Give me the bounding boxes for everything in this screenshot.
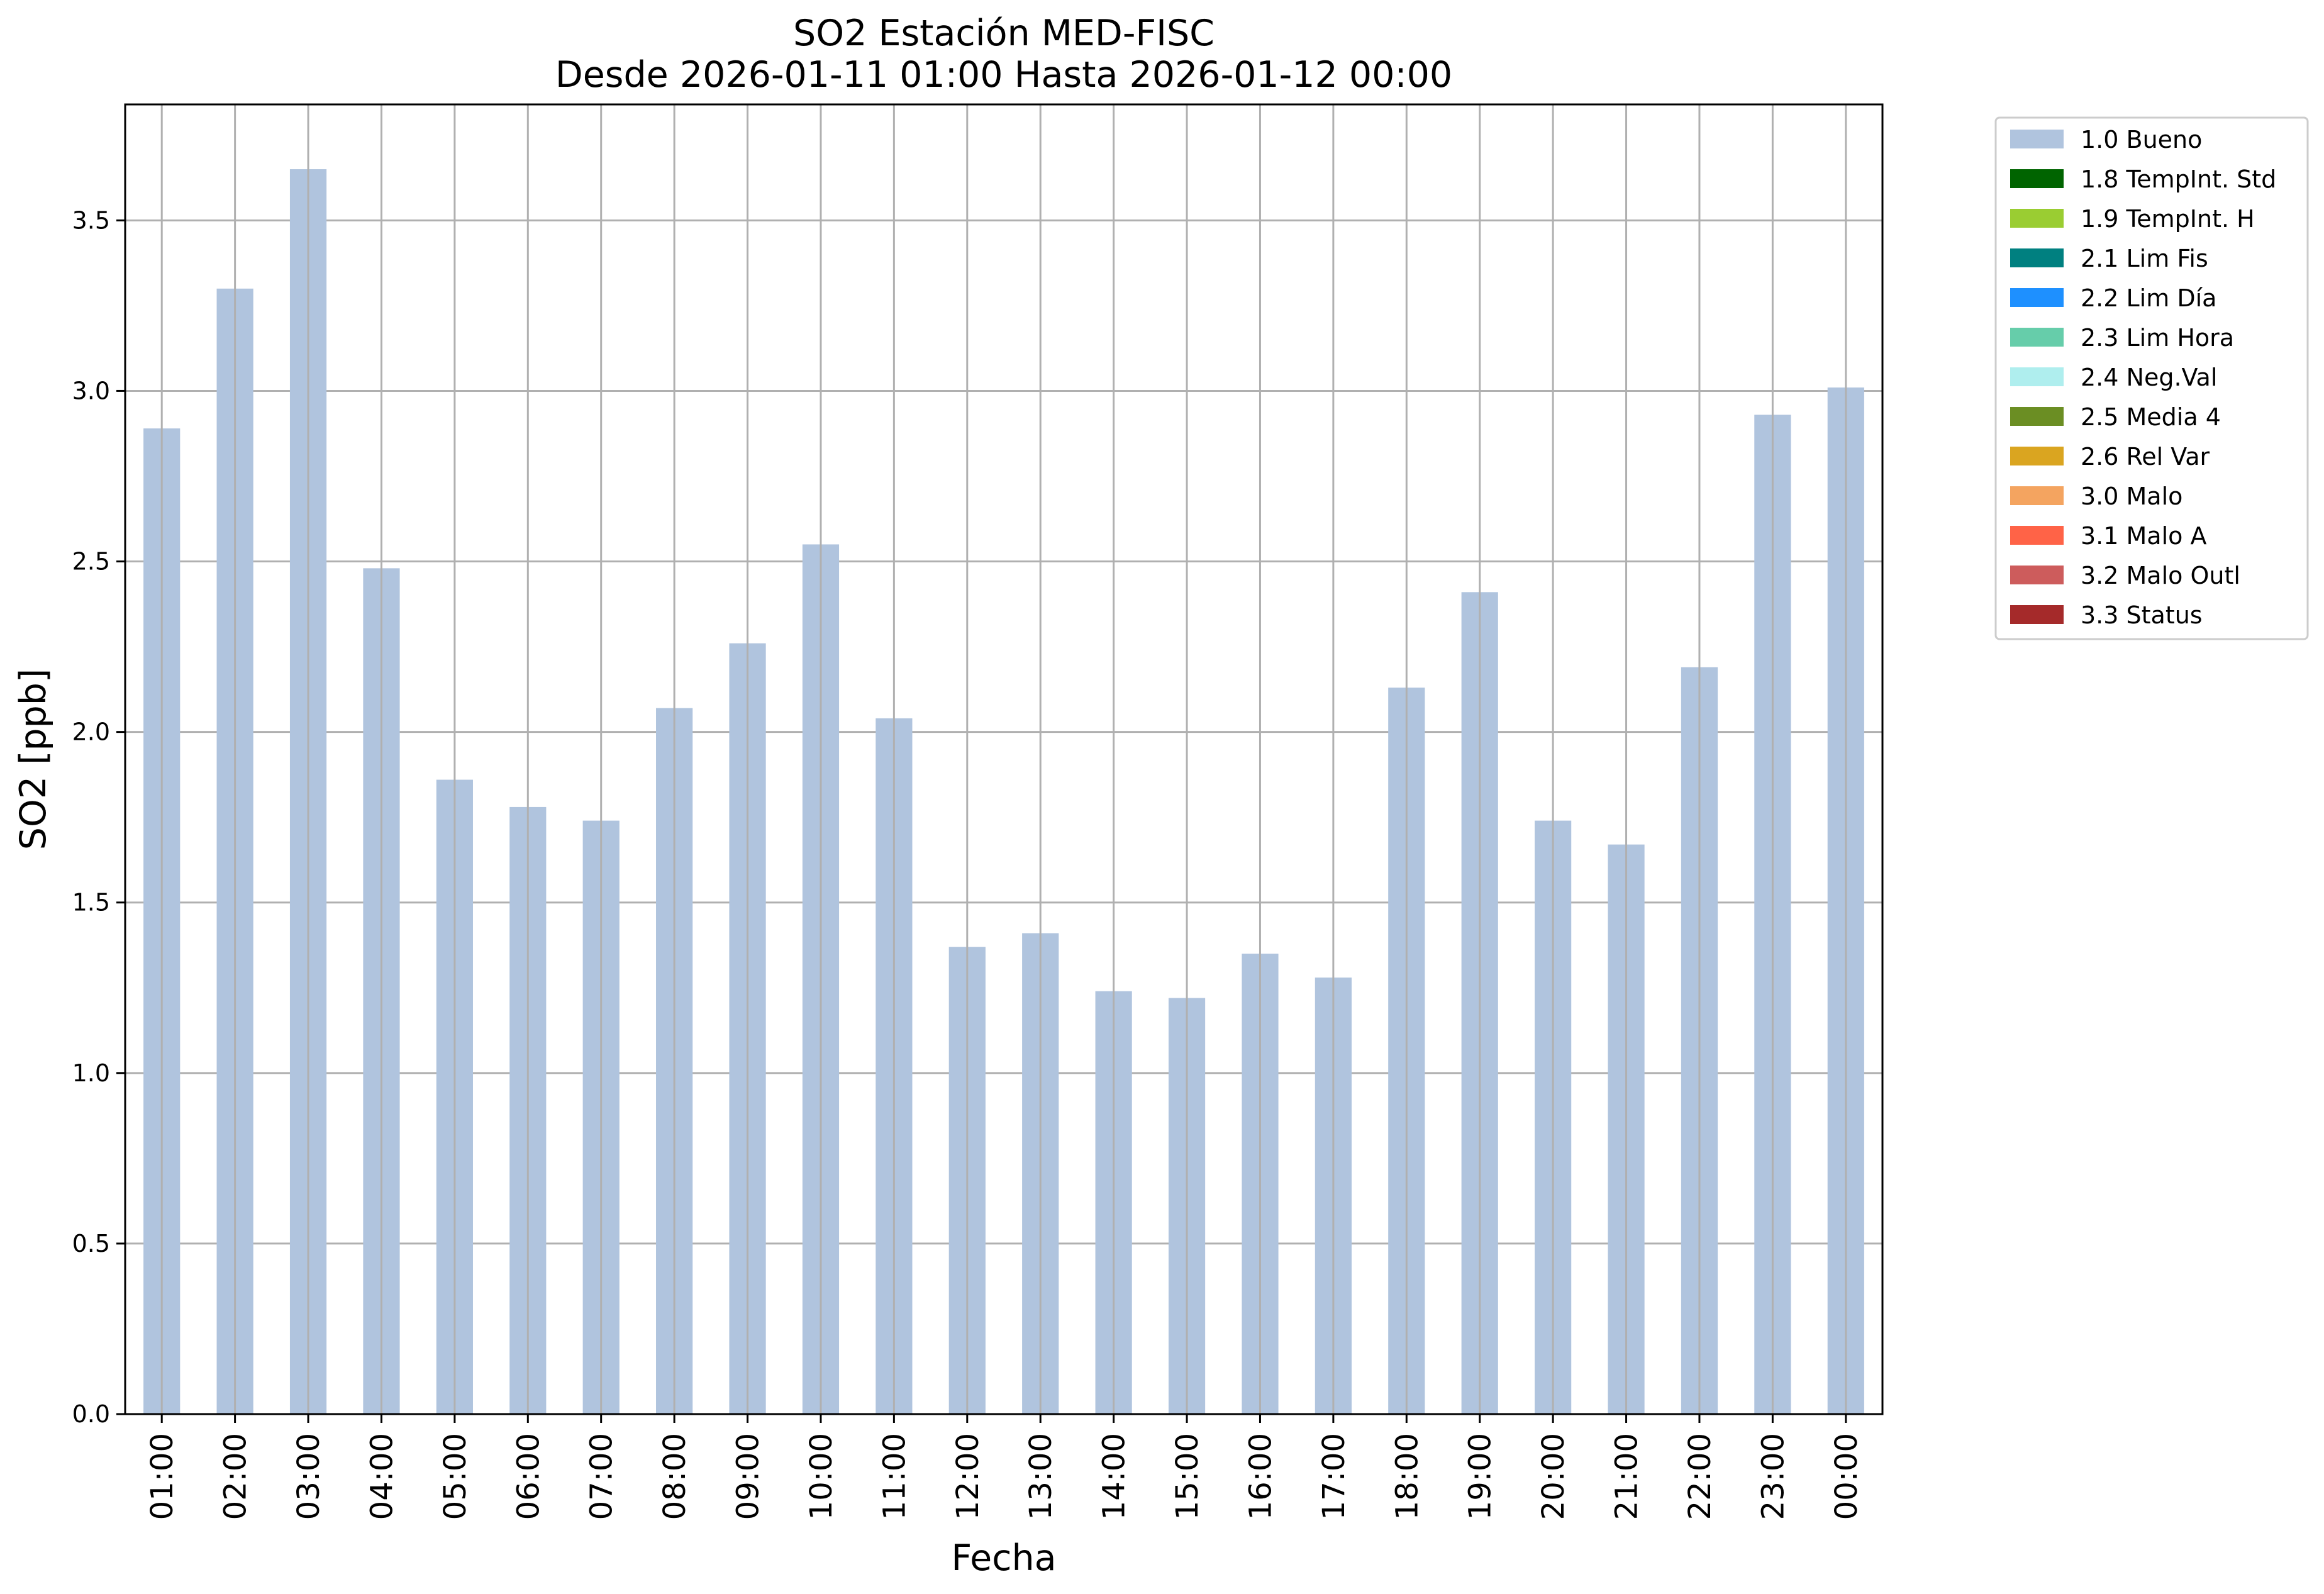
legend-label: 1.8 TempInt. Std xyxy=(2081,165,2276,193)
legend-swatch xyxy=(2010,407,2064,426)
x-axis-ticks: 01:00 02:00 03:00 04:00 05:00 06:00 07:00 08:00… xyxy=(145,1414,1864,1520)
y-tick-label: 2.0 xyxy=(72,718,110,746)
y-tick-label: 1.5 xyxy=(72,889,110,917)
x-tick-label: 06:00 xyxy=(511,1433,546,1520)
chart-subtitle: Desde 2026-01-11 01:00 Hasta 2026-01-12 … xyxy=(555,54,1452,96)
y-axis-label: SO2 [ppb] xyxy=(13,669,54,850)
legend-swatch xyxy=(2010,130,2064,148)
x-tick-label: 01:00 xyxy=(145,1433,180,1520)
legend-label: 3.3 Status xyxy=(2081,601,2203,629)
legend-swatch xyxy=(2010,486,2064,505)
x-tick-label: 23:00 xyxy=(1755,1433,1791,1520)
x-tick-label: 11:00 xyxy=(877,1433,912,1520)
legend-label: 2.6 Rel Var xyxy=(2081,443,2210,471)
legend-items: 1.0 Bueno 1.8 TempInt. Std 1.9 TempInt. H 2… xyxy=(2010,126,2276,629)
grid-lines xyxy=(125,219,1882,1415)
x-tick-label: 09:00 xyxy=(731,1433,766,1520)
legend-box xyxy=(1994,116,2309,640)
x-tick-label: 21:00 xyxy=(1610,1433,1645,1520)
legend-label: 2.3 Lim Hora xyxy=(2081,324,2234,352)
legend-swatch xyxy=(2010,566,2064,584)
y-tick-label: 3.0 xyxy=(72,377,110,404)
y-tick-label: 2.5 xyxy=(72,548,110,576)
chart-title: SO2 Estación MED-FISC xyxy=(793,13,1215,54)
legend-label: 3.0 Malo xyxy=(2081,482,2182,510)
legend-swatch xyxy=(2010,209,2064,228)
legend-label: 2.2 Lim Día xyxy=(2081,284,2216,312)
y-tick-label: 1.0 xyxy=(72,1059,110,1087)
y-tick-label: 0.0 xyxy=(72,1400,110,1428)
legend-label: 3.2 Malo Outl xyxy=(2081,562,2240,589)
y-tick-label: 3.5 xyxy=(72,206,110,234)
x-tick-label: 16:00 xyxy=(1243,1433,1278,1520)
x-tick-label: 10:00 xyxy=(804,1433,839,1520)
legend-swatch xyxy=(2010,367,2064,386)
legend-label: 1.0 Bueno xyxy=(2081,126,2202,153)
legend-label: 3.1 Malo A xyxy=(2081,522,2206,550)
plot-frame xyxy=(124,103,1884,1415)
x-tick-label: 07:00 xyxy=(584,1433,620,1520)
x-tick-label: 14:00 xyxy=(1097,1433,1132,1520)
legend-label: 2.5 Media 4 xyxy=(2081,403,2221,431)
y-tick-label: 0.5 xyxy=(72,1230,110,1257)
legend-swatch xyxy=(2010,605,2064,624)
x-tick-label: 20:00 xyxy=(1536,1433,1571,1520)
legend-swatch xyxy=(2010,169,2064,188)
x-tick-label: 00:00 xyxy=(1829,1433,1864,1520)
legend-label: 1.9 TempInt. H xyxy=(2081,205,2255,233)
x-tick-label: 13:00 xyxy=(1023,1433,1059,1520)
legend-swatch xyxy=(2010,288,2064,307)
legend-swatch xyxy=(2010,328,2064,347)
x-tick-label: 12:00 xyxy=(950,1433,986,1520)
x-tick-label: 02:00 xyxy=(218,1433,253,1520)
x-tick-label: 22:00 xyxy=(1682,1433,1718,1520)
x-tick-label: 18:00 xyxy=(1389,1433,1425,1520)
y-axis-ticks: 0.0 0.5 1.0 1.5 2.0 2.5 3.0 3.5 xyxy=(72,206,125,1428)
legend-swatch xyxy=(2010,526,2064,545)
x-tick-label: 04:00 xyxy=(364,1433,399,1520)
x-tick-label: 17:00 xyxy=(1316,1433,1352,1520)
legend: 1.0 Bueno 1.8 TempInt. Std 1.9 TempInt. H 2… xyxy=(1994,116,2309,640)
legend-swatch xyxy=(2010,248,2064,267)
x-tick-label: 19:00 xyxy=(1463,1433,1498,1520)
x-tick-label: 05:00 xyxy=(438,1433,473,1520)
x-tick-label: 08:00 xyxy=(657,1433,692,1520)
x-axis-label: Fecha xyxy=(951,1537,1056,1579)
x-tick-label: 15:00 xyxy=(1170,1433,1205,1520)
legend-swatch xyxy=(2010,447,2064,465)
legend-label: 2.1 Lim Fis xyxy=(2081,245,2208,272)
x-tick-label: 03:00 xyxy=(291,1433,326,1520)
vertical-grid-lines xyxy=(160,104,1847,1414)
legend-label: 2.4 Neg.Val xyxy=(2081,364,2217,391)
